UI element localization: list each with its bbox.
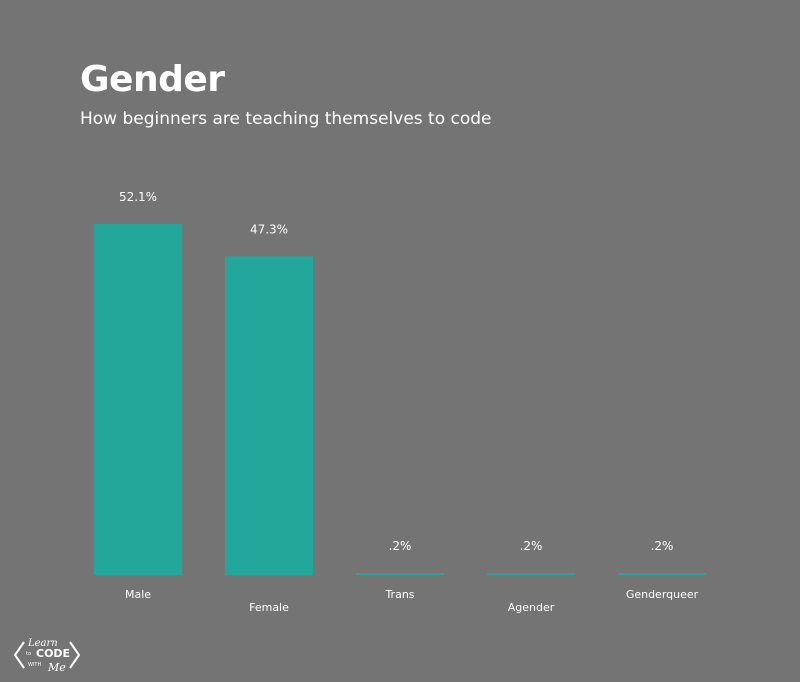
bar-male	[94, 224, 182, 575]
learn-to-code-with-me-logo: Learn to CODE WITH Me	[13, 638, 81, 674]
chart-title: Gender	[80, 59, 225, 100]
value-label-trans: .2%	[389, 539, 412, 553]
value-label-male: 52.1%	[119, 190, 157, 204]
logo-text-to: to	[26, 651, 31, 657]
bar-genderqueer	[618, 573, 706, 575]
bar-trans	[356, 573, 444, 575]
category-label-agender: Agender	[508, 601, 555, 614]
category-label-genderqueer: Genderqueer	[626, 588, 699, 601]
logo-text-with: WITH	[28, 662, 41, 668]
value-label-female: 47.3%	[250, 222, 288, 236]
category-label-male: Male	[125, 588, 151, 601]
logo-text-code: CODE	[36, 647, 70, 660]
category-label-female: Female	[249, 601, 289, 614]
bar-agender	[487, 573, 575, 575]
value-label-genderqueer: .2%	[651, 539, 674, 553]
bar-female	[225, 256, 313, 575]
category-label-trans: Trans	[384, 588, 414, 601]
chart-subtitle: How beginners are teaching themselves to…	[80, 109, 492, 129]
logo-text-learn: Learn	[27, 638, 58, 649]
logo-text-me: Me	[47, 661, 66, 674]
value-label-agender: .2%	[520, 539, 543, 553]
